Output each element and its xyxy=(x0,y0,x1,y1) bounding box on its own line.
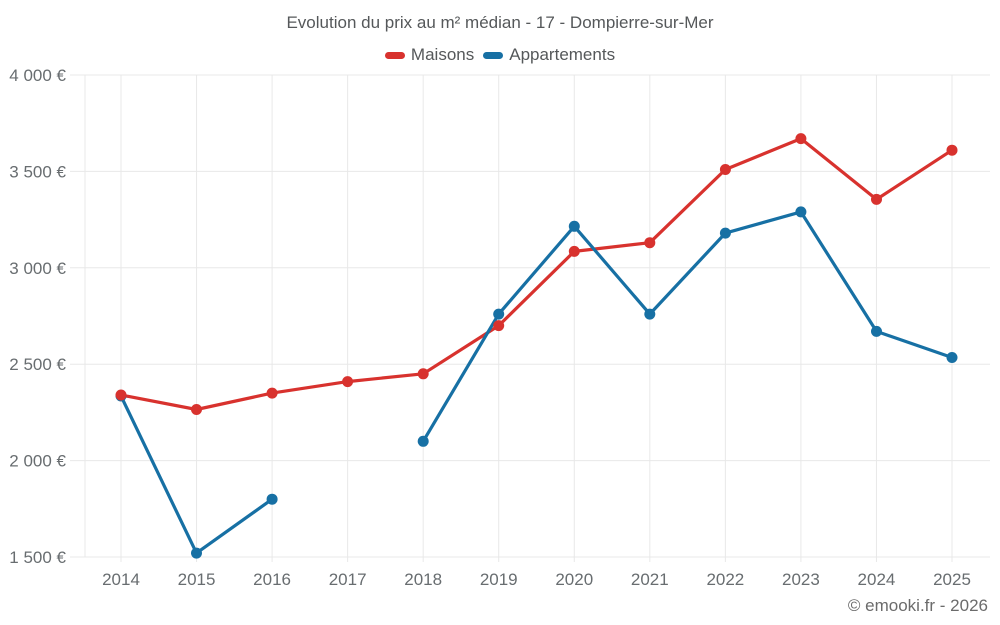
x-tick-label: 2015 xyxy=(178,570,216,589)
data-point-appartements-2022[interactable] xyxy=(719,227,731,239)
legend-item-appartements[interactable]: Appartements xyxy=(483,45,615,65)
x-tick-label: 2023 xyxy=(782,570,820,589)
data-point-maisons-2016[interactable] xyxy=(266,387,278,399)
data-point-maisons-2022[interactable] xyxy=(719,164,731,175)
data-point-appartements-2021[interactable] xyxy=(644,308,656,320)
y-tick-label: 2 500 € xyxy=(9,355,66,374)
y-tick-label: 2 000 € xyxy=(9,452,66,471)
watermark: © emooki.fr - 2026 xyxy=(847,596,988,615)
x-tick-label: 2024 xyxy=(858,570,896,589)
legend-item-maisons[interactable]: Maisons xyxy=(384,45,475,65)
data-point-appartements-2018[interactable] xyxy=(417,435,429,447)
chart-title: Evolution du prix au m² médian - 17 - Do… xyxy=(286,13,714,32)
data-point-maisons-2019[interactable] xyxy=(493,320,505,332)
data-point-maisons-2023[interactable] xyxy=(795,133,807,145)
x-tick-label: 2019 xyxy=(480,570,518,589)
data-point-maisons-2018[interactable] xyxy=(417,368,429,380)
x-tick-label: 2021 xyxy=(631,570,669,589)
data-point-maisons-2017[interactable] xyxy=(342,376,354,388)
data-point-maisons-2020[interactable] xyxy=(568,245,580,257)
y-tick-label: 4 000 € xyxy=(9,66,66,85)
x-tick-label: 2017 xyxy=(329,570,367,589)
x-tick-label: 2020 xyxy=(555,570,593,589)
y-tick-label: 3 500 € xyxy=(9,162,66,181)
series-line-appartements xyxy=(119,210,953,555)
y-tick-label: 1 500 € xyxy=(9,548,66,567)
x-tick-label: 2016 xyxy=(253,570,291,589)
data-point-appartements-2023[interactable] xyxy=(795,206,807,218)
data-point-appartements-2019[interactable] xyxy=(493,308,505,320)
data-point-appartements-2015[interactable] xyxy=(191,547,202,559)
data-point-maisons-2024[interactable] xyxy=(871,193,882,205)
data-point-maisons-2021[interactable] xyxy=(644,237,656,249)
data-point-appartements-2025[interactable] xyxy=(946,352,958,363)
data-point-maisons-2015[interactable] xyxy=(191,404,202,415)
data-point-maisons-2014[interactable] xyxy=(115,389,127,401)
chart-legend: Maisons Appartements xyxy=(0,45,1000,65)
data-point-maisons-2025[interactable] xyxy=(946,144,958,156)
y-tick-label: 3 000 € xyxy=(9,259,66,278)
legend-swatch-maisons xyxy=(384,51,405,59)
legend-label-maisons: Maisons xyxy=(410,45,475,64)
x-tick-label: 2018 xyxy=(404,570,442,589)
data-point-appartements-2020[interactable] xyxy=(568,220,580,232)
data-point-appartements-2024[interactable] xyxy=(871,325,882,337)
legend-label-appartements: Appartements xyxy=(509,45,616,64)
series-line-maisons xyxy=(120,137,953,412)
x-tick-label: 2022 xyxy=(706,570,744,589)
legend-swatch-appartements xyxy=(483,51,504,59)
data-point-appartements-2016[interactable] xyxy=(266,493,278,505)
x-tick-label: 2025 xyxy=(933,570,971,589)
x-tick-label: 2014 xyxy=(102,570,140,589)
